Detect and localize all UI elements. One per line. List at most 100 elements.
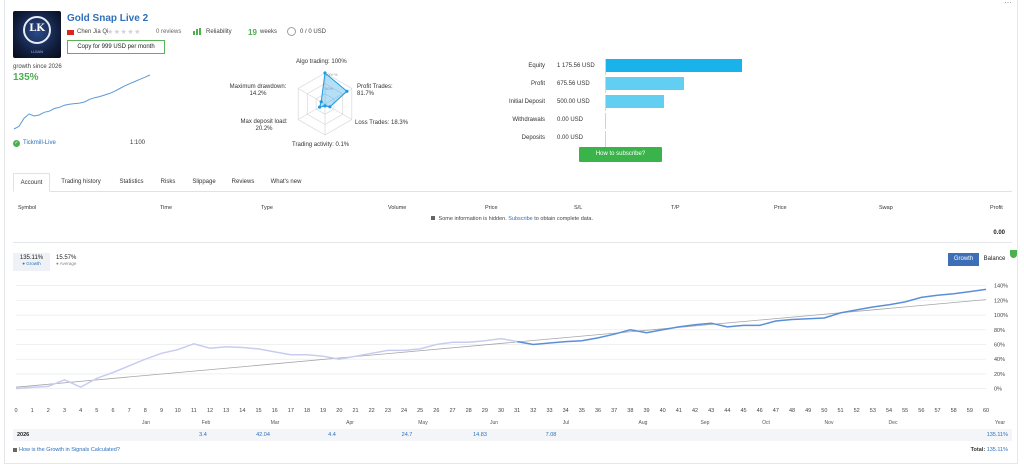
x-tick-label: 38 bbox=[627, 408, 633, 414]
how-to-subscribe-button[interactable]: How to subscribe? bbox=[579, 147, 662, 162]
tab-slippage[interactable]: Slippage bbox=[192, 179, 216, 185]
year-summary-row bbox=[13, 429, 1012, 441]
profit-total: 0.00 bbox=[993, 230, 1005, 236]
month-growth-value[interactable]: 14.83 bbox=[473, 432, 487, 438]
x-tick-label: 36 bbox=[595, 408, 601, 414]
growth-sparkline bbox=[13, 74, 151, 130]
tab-bar: Account Trading history Statistics Risks… bbox=[13, 173, 1012, 192]
col-symbol[interactable]: Symbol bbox=[18, 205, 37, 211]
x-tick-label: 50 bbox=[821, 408, 827, 414]
month-label: Jan bbox=[142, 420, 150, 426]
balance-toggle-button[interactable]: Balance bbox=[981, 253, 1008, 266]
x-tick-label: 52 bbox=[854, 408, 860, 414]
col-profit[interactable]: Profit bbox=[990, 205, 1003, 211]
x-tick-label: 13 bbox=[223, 408, 229, 414]
radar-ring-label-mid: 50% bbox=[325, 86, 333, 91]
month-growth-value[interactable]: 42.04 bbox=[256, 432, 270, 438]
x-tick-label: 12 bbox=[207, 408, 213, 414]
col-swap[interactable]: Swap bbox=[879, 205, 893, 211]
total-value: Total: 135.11% bbox=[970, 447, 1008, 453]
radar-max-drawdown: Maximum drawdown: 14.2% bbox=[229, 84, 287, 97]
col-time[interactable]: Time bbox=[160, 205, 173, 211]
x-tick-label: 18 bbox=[304, 408, 310, 414]
x-tick-label: 43 bbox=[708, 408, 714, 414]
x-tick-label: 24 bbox=[401, 408, 407, 414]
month-growth-value[interactable]: 4.4 bbox=[328, 432, 336, 438]
growth-calc-link[interactable]: How is the Growth in Signals Calculated? bbox=[19, 447, 120, 453]
x-tick-label: 57 bbox=[934, 408, 940, 414]
month-label: Mar bbox=[271, 420, 280, 426]
signal-title[interactable]: Gold Snap Live 2 bbox=[67, 13, 149, 24]
author-name[interactable]: Chen Jia Qi bbox=[77, 29, 109, 35]
broker-name[interactable]: Tickmill-Live bbox=[23, 140, 56, 146]
divider bbox=[13, 242, 1012, 243]
x-tick-label: 40 bbox=[660, 408, 666, 414]
stat-bar bbox=[606, 95, 664, 108]
col-price-close[interactable]: Price bbox=[774, 205, 787, 211]
col-volume[interactable]: Volume bbox=[388, 205, 407, 211]
col-price-open[interactable]: Price bbox=[485, 205, 498, 211]
x-tick-label: 21 bbox=[352, 408, 358, 414]
x-tick-label: 60 bbox=[983, 408, 989, 414]
x-tick-label: 27 bbox=[449, 408, 455, 414]
x-tick-label: 45 bbox=[740, 408, 746, 414]
month-growth-value[interactable]: 24.7 bbox=[401, 432, 413, 438]
average-summary[interactable]: 15.57% ● Average bbox=[56, 255, 77, 266]
radar-algo-trading: Algo trading: 100% bbox=[296, 59, 347, 65]
subscribers-icon bbox=[287, 27, 296, 36]
growth-line-history bbox=[15, 337, 518, 390]
x-tick-label: 54 bbox=[886, 408, 892, 414]
month-growth-value[interactable]: 3.4 bbox=[199, 432, 207, 438]
y-tick-label: 100% bbox=[994, 313, 1008, 319]
tab-whats-new[interactable]: What's new bbox=[270, 179, 302, 185]
month-label: Feb bbox=[202, 420, 211, 426]
verified-icon: ✓ bbox=[13, 140, 20, 147]
radar-point bbox=[323, 104, 327, 108]
weeks-value: 19 bbox=[248, 28, 257, 37]
x-tick-label: 47 bbox=[773, 408, 779, 414]
radar-point bbox=[328, 105, 332, 109]
stat-value: 0.00 USD bbox=[557, 135, 584, 141]
month-label: May bbox=[418, 420, 428, 426]
x-tick-label: 35 bbox=[579, 408, 585, 414]
more-icon[interactable]: ⋯ bbox=[1004, 0, 1012, 7]
x-tick-label: 53 bbox=[870, 408, 876, 414]
month-label: Nov bbox=[825, 420, 834, 426]
y-tick-label: 80% bbox=[994, 328, 1005, 334]
subscribe-link[interactable]: Subscribe bbox=[508, 216, 533, 222]
radar-point bbox=[345, 89, 349, 93]
reviews-count[interactable]: 0 reviews bbox=[156, 29, 182, 35]
trend-line bbox=[15, 299, 987, 388]
tab-reviews[interactable]: Reviews bbox=[231, 179, 255, 185]
x-tick-label: 23 bbox=[385, 408, 391, 414]
radar-chart: 100+% 50% bbox=[297, 71, 353, 136]
x-tick-label: 49 bbox=[805, 408, 811, 414]
month-label: Aug bbox=[639, 420, 648, 426]
growth-toggle-button[interactable]: Growth bbox=[948, 253, 979, 266]
tab-trading-history[interactable]: Trading history bbox=[61, 179, 101, 185]
rating-stars-icon: ★★★★★ bbox=[107, 29, 141, 36]
x-tick-label: 22 bbox=[369, 408, 375, 414]
month-label: Apr bbox=[346, 420, 354, 426]
stat-label: Withdrawals bbox=[512, 117, 545, 123]
x-tick-label: 10 bbox=[175, 408, 181, 414]
tab-account[interactable]: Account bbox=[13, 173, 50, 192]
tab-statistics[interactable]: Statistics bbox=[119, 179, 144, 185]
copy-button[interactable]: Copy for 999 USD per month bbox=[67, 40, 165, 54]
calculator-icon bbox=[13, 448, 17, 452]
stat-label: Initial Deposit bbox=[508, 99, 545, 105]
reliability-label: Reliability bbox=[206, 29, 232, 35]
col-sl[interactable]: S/L bbox=[574, 205, 583, 211]
x-tick-label: 8 bbox=[144, 408, 147, 414]
stat-value: 0.00 USD bbox=[557, 117, 584, 123]
col-type[interactable]: Type bbox=[261, 205, 273, 211]
month-growth-value[interactable]: 7.08 bbox=[545, 432, 557, 438]
reliability-icon bbox=[193, 28, 202, 35]
x-tick-label: 44 bbox=[724, 408, 730, 414]
leverage-value: 1:100 bbox=[130, 140, 146, 146]
x-tick-label: 26 bbox=[433, 408, 439, 414]
growth-summary[interactable]: 135.11% ● Growth bbox=[13, 253, 50, 271]
tab-risks[interactable]: Risks bbox=[160, 179, 176, 185]
col-tp[interactable]: T/P bbox=[671, 205, 680, 211]
x-tick-label: 1 bbox=[31, 408, 34, 414]
